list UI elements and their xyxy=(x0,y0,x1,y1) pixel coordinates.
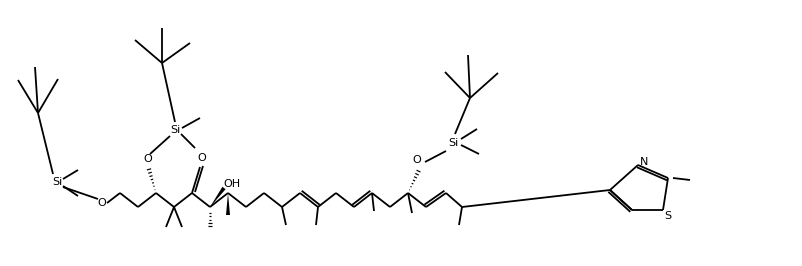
Polygon shape xyxy=(210,187,225,207)
Text: S: S xyxy=(664,211,671,221)
Polygon shape xyxy=(226,193,230,215)
Text: O: O xyxy=(197,153,206,163)
Text: O: O xyxy=(98,198,107,208)
Text: Si: Si xyxy=(170,125,180,135)
Text: O: O xyxy=(144,154,152,164)
Text: OH: OH xyxy=(224,179,241,189)
Text: Si: Si xyxy=(52,177,62,187)
Text: O: O xyxy=(412,155,421,165)
Text: N: N xyxy=(640,157,648,167)
Text: Si: Si xyxy=(448,138,458,148)
